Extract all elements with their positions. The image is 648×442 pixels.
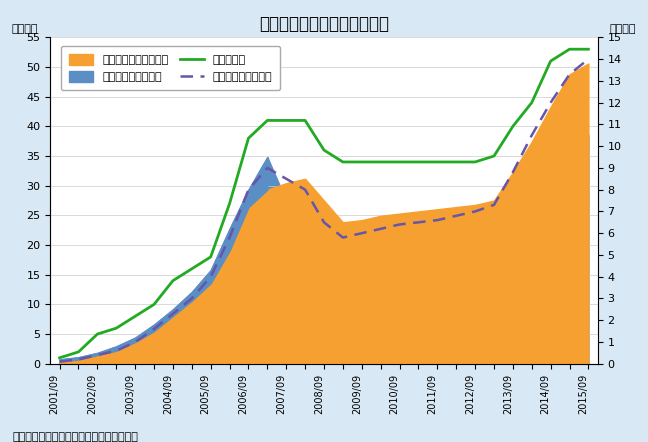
- Text: （出所）不動産証券化協会、投資信託協会: （出所）不動産証券化協会、投資信託協会: [13, 432, 139, 442]
- Text: （兆円）: （兆円）: [610, 24, 636, 34]
- Legend: 資産規模（取得価格）, 時価総額（投資口）, 上場銘柄数, 資産規模（評価額）: 資産規模（取得価格）, 時価総額（投資口）, 上場銘柄数, 資産規模（評価額）: [61, 46, 281, 90]
- Text: （銘柄）: （銘柄）: [12, 24, 38, 34]
- Title: 銘柄数・時価総額・資産規模: 銘柄数・時価総額・資産規模: [259, 15, 389, 33]
